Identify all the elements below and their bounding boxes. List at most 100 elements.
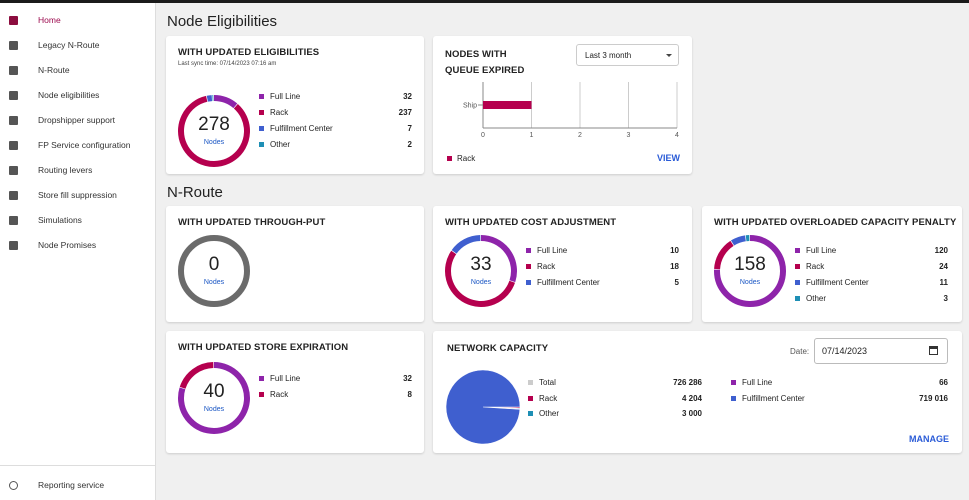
card-title: NETWORK CAPACITY — [447, 343, 549, 354]
sidebar: Home Legacy N-Route N-Route Node eligibilit… — [0, 3, 156, 500]
total: 40 — [203, 381, 225, 402]
nav-item[interactable]: FP Service configuration — [38, 140, 131, 150]
nav-item[interactable]: Simulations — [38, 215, 82, 225]
nav-icon — [9, 241, 18, 250]
nav-item[interactable]: Store fill suppression — [38, 190, 117, 200]
legend-label: Total — [539, 378, 556, 387]
legend-swatch — [731, 396, 736, 401]
nav-icon — [9, 66, 18, 75]
donut — [714, 235, 786, 307]
legend-label: Fulfillment Center — [537, 278, 600, 287]
legend-value: 3 000 — [681, 409, 702, 418]
legend-swatch — [447, 156, 452, 161]
link[interactable]: VIEW — [657, 153, 681, 163]
donut-segment — [730, 235, 746, 246]
legend-value: 237 — [398, 108, 412, 117]
date-value: 07/14/2023 — [822, 346, 868, 356]
section-title: N-Route — [167, 184, 223, 201]
legend-swatch — [528, 380, 533, 385]
legend-value: 24 — [939, 262, 948, 271]
dropdown-arrow — [666, 54, 672, 57]
legend-swatch — [526, 264, 531, 269]
nav-item[interactable]: Home — [38, 15, 61, 25]
legend-swatch — [795, 280, 800, 285]
legend-value: 32 — [403, 374, 412, 383]
legend-label: Other — [539, 409, 560, 418]
x-tick-label: 0 — [481, 132, 485, 139]
donut — [445, 235, 517, 307]
legend-value: 4 204 — [681, 393, 702, 403]
legend-label: Rack — [539, 393, 558, 403]
legend-swatch — [526, 248, 531, 253]
nav-icon — [9, 191, 18, 200]
dropdown[interactable]: Last 3 month — [576, 44, 679, 66]
legend-value: 10 — [670, 246, 679, 255]
nav-item[interactable]: Legacy N-Route — [38, 40, 100, 50]
total: 0 — [208, 254, 220, 275]
legend-value: 3 — [943, 294, 948, 303]
nav-icon — [9, 116, 18, 125]
donut-segment — [213, 95, 238, 109]
legend-swatch — [731, 380, 736, 385]
x-tick-label: 4 — [675, 132, 679, 139]
nav-icon — [9, 216, 18, 225]
legend-swatch — [528, 411, 533, 416]
donut-segment — [178, 362, 250, 434]
nav-item[interactable]: Node eligibilities — [38, 90, 100, 100]
nav-icon — [9, 141, 18, 150]
card-title: NODES WITH QUEUE EXPIRED — [445, 49, 525, 76]
legend-value: 2 — [407, 140, 412, 149]
link[interactable]: MANAGE — [909, 434, 949, 444]
card: WITH UPDATED OVERLOADED CAPACITY PENALTY… — [702, 206, 962, 322]
dropdown-text: Last 3 month — [585, 51, 632, 60]
legend-value: 11 — [939, 278, 948, 287]
date-input[interactable]: 07/14/2023 — [814, 338, 948, 364]
legend-label: Fulfillment Center — [806, 278, 869, 287]
legend-label: Full Line — [742, 378, 773, 387]
legend-value: 120 — [934, 246, 948, 255]
y-tick-label: Ship — [463, 103, 477, 110]
legend-label: Full Line — [270, 92, 301, 101]
legend-value: 32 — [403, 92, 412, 101]
legend-label: Rack — [457, 154, 476, 163]
card: NETWORK CAPACITY Date: 07/14/2023 Total 726 … — [433, 331, 962, 453]
nav-item[interactable]: Node Promises — [38, 240, 97, 250]
legend-swatch — [795, 296, 800, 301]
nav-item[interactable]: Routing levers — [38, 165, 93, 175]
legend-label: Rack — [270, 390, 289, 399]
card-subtitle: Last sync time: 07/14/2023 07:16 am — [178, 61, 277, 67]
donut — [178, 235, 250, 307]
total: 33 — [470, 254, 492, 275]
legend-label: Fulfillment Center — [742, 394, 805, 403]
card-title: WITH UPDATED OVERLOADED CAPACITY PENALTY — [714, 217, 957, 228]
card-title: WITH UPDATED COST ADJUSTMENT — [445, 217, 617, 228]
donut-segment — [178, 95, 250, 167]
bar-chart: 0 1 2 3 4 Ship — [463, 82, 679, 139]
x-tick-label: 1 — [530, 132, 534, 139]
donut-segment — [451, 235, 481, 254]
legend-swatch — [259, 392, 264, 397]
legend-swatch — [259, 376, 264, 381]
card-title: WITH UPDATED STORE EXPIRATION — [178, 342, 349, 353]
legend-swatch — [795, 248, 800, 253]
date-label: Date: — [790, 347, 810, 356]
nav-item[interactable]: N-Route — [38, 65, 70, 75]
total: 158 — [734, 254, 766, 275]
total-unit: Nodes — [203, 406, 225, 413]
nav-item[interactable]: Reporting service — [38, 480, 105, 490]
legend-label: Full Line — [806, 246, 837, 255]
donut-segment — [714, 235, 786, 307]
pie-slice — [445, 369, 521, 445]
card: WITH UPDATED ELIGIBILITIES Last sync time… — [166, 36, 424, 174]
donut-segment — [480, 235, 517, 283]
nav-item[interactable]: Dropshipper support — [38, 115, 116, 125]
nav-icon — [9, 41, 18, 50]
legend-label: Fulfillment Center — [270, 124, 333, 133]
donut-segment — [714, 240, 734, 270]
legend-value: 7 — [407, 124, 412, 133]
legend-value: 5 — [674, 278, 679, 287]
legend-label: Rack — [270, 108, 289, 117]
pie — [445, 369, 521, 445]
legend-swatch — [526, 280, 531, 285]
